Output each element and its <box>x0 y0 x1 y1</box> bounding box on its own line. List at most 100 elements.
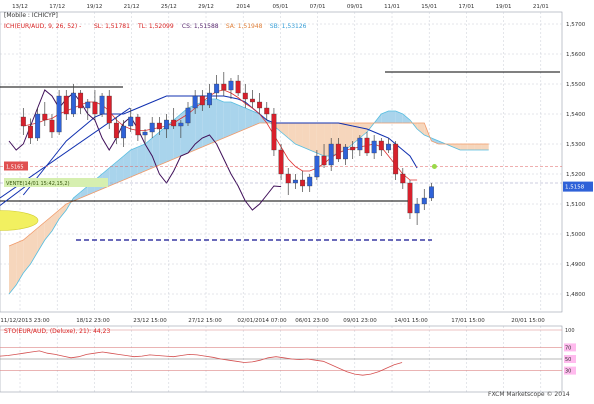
candle-body <box>56 95 62 133</box>
top-date-label: 07/01 <box>310 4 326 10</box>
senkou-span-b-line <box>8 122 489 247</box>
kumo-segment <box>59 204 67 219</box>
candle-body <box>85 101 91 109</box>
bottom-date-label: 09/01 23:00 <box>343 318 377 324</box>
bottom-date-label: 20/01 15:00 <box>511 318 545 324</box>
kumo-segment <box>23 234 31 273</box>
y-tick-label: 1,5100 <box>566 202 586 208</box>
sell-tag-left: VENTE(14/01 15:42,15,2) <box>4 178 108 187</box>
kumo-segment <box>452 144 461 150</box>
candle-body <box>192 95 198 109</box>
kumo-segment <box>159 126 167 165</box>
top-date-label: 29/12 <box>198 4 214 10</box>
top-date-label: 19/01 <box>496 4 512 10</box>
kumo-segment <box>302 123 310 150</box>
kumo-segment <box>202 99 210 147</box>
kumo-segment <box>474 144 482 150</box>
candle-body <box>249 98 255 103</box>
bottom-date-label: 17/01 15:00 <box>451 318 485 324</box>
top-date-label: 17/01 <box>458 4 474 10</box>
price-label-bg <box>563 181 593 192</box>
kumo-segment <box>431 138 439 144</box>
candle-body <box>164 119 169 130</box>
kumo-segment <box>467 144 475 150</box>
price-label-text: 1,5158 <box>565 185 585 191</box>
candle-body <box>271 113 277 151</box>
top-date-label: 21/12 <box>124 4 140 10</box>
highlight-ellipse <box>0 210 39 231</box>
bottom-date-label: 27/12 15:00 <box>188 318 222 324</box>
tag-bg <box>4 178 108 187</box>
kumo-segment <box>216 99 224 141</box>
candle-body <box>364 137 370 154</box>
kumo-segment <box>460 144 468 150</box>
tag-bg <box>4 161 28 171</box>
kumo-segment <box>309 123 317 153</box>
top-date-label: 09/01 <box>347 4 363 10</box>
y-tick-label: 1,5600 <box>566 52 586 58</box>
grid <box>0 11 563 392</box>
kumo-segment <box>345 123 353 150</box>
candle-body <box>121 125 127 139</box>
kumo-segment <box>130 147 138 177</box>
y-tick-label: 1,5200 <box>566 172 586 178</box>
kumo-segment <box>109 162 117 186</box>
candle-body <box>199 95 205 106</box>
kumo-segment <box>295 123 303 147</box>
top-date-label: 13/12 <box>12 4 28 10</box>
candle-body <box>242 92 248 100</box>
candle-body <box>214 83 220 94</box>
axes: 13/12 17/12 19/12 21/12 25/12 29/12 2014 05/01 0… <box>0 4 585 324</box>
candle-body <box>207 92 212 106</box>
kumo-segment <box>281 123 289 138</box>
candle-body <box>70 92 76 115</box>
candle-body <box>228 80 234 91</box>
kumo-segment <box>252 111 260 126</box>
kumo-segment <box>209 99 217 144</box>
kumo-segment <box>137 144 146 174</box>
top-date-label: 21/01 <box>533 4 549 10</box>
indicator-value: SB: 1,53126 <box>270 23 307 30</box>
candle-body <box>178 122 184 127</box>
stoch-level-bg <box>564 326 576 334</box>
top-date-label: 15/01 <box>421 4 437 10</box>
candle-body <box>221 83 227 91</box>
indicator-value: CS: 1,51588 <box>182 23 219 30</box>
candle-body <box>428 186 434 199</box>
stoch-level-bg <box>564 366 576 375</box>
candle-body <box>128 116 134 127</box>
kumo-segment <box>316 123 325 156</box>
candle-body <box>400 173 406 184</box>
price-tag-left: 1,5165 <box>4 161 28 171</box>
y-tick-label: 1,5500 <box>566 82 586 88</box>
candle-body <box>328 143 334 166</box>
stoch-level-label: 100 <box>565 328 575 334</box>
stoch-level-label: 70 <box>565 345 571 351</box>
kumo-segment <box>230 102 239 135</box>
candle-body <box>357 137 363 151</box>
candle-body <box>285 173 291 184</box>
candle-body <box>421 197 427 205</box>
candle-body <box>393 143 399 175</box>
kumo-segment <box>245 108 253 129</box>
candle-body <box>63 95 69 115</box>
kumo-segment <box>223 102 231 138</box>
candle-body <box>78 92 84 109</box>
indicator-value: TL: 1,52099 <box>137 23 174 30</box>
kumo-segment <box>16 240 24 285</box>
y-tick-label: 1,5300 <box>566 142 586 148</box>
candle-body <box>42 113 48 121</box>
stoch-level-bg <box>564 355 576 363</box>
y-tick-label: 1,4900 <box>566 262 586 268</box>
stoch-label: STO(EUR/AUD, (Deluxe), 21): 44,23 <box>4 328 110 335</box>
signal-dot <box>431 164 437 169</box>
bottom-date-label: 23/12 15:00 <box>133 318 167 324</box>
candle-body <box>156 122 162 130</box>
indicator-label: ICH(EUR/AUD, 9, 26, 52) - <box>4 23 81 30</box>
plot-frame <box>0 11 563 313</box>
candle-body <box>99 95 105 115</box>
kumo-segment <box>44 216 52 240</box>
candle-body <box>35 113 41 139</box>
